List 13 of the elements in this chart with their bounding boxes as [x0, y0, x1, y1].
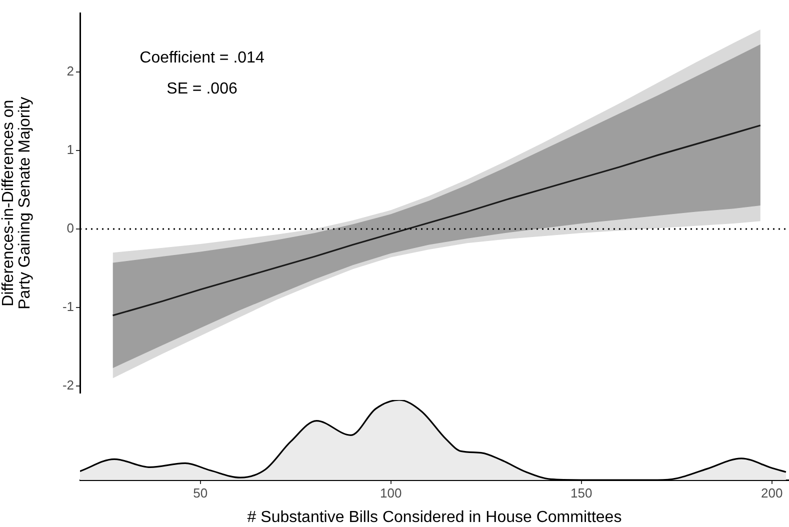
annotation: Coefficient = .014 — [140, 49, 264, 66]
x-axis-title: # Substantive Bills Considered in House Committees — [247, 508, 622, 526]
x-tick-label: 150 — [570, 485, 592, 500]
y-tick-label: -1 — [62, 299, 74, 314]
x-tick-label: 200 — [761, 485, 783, 500]
x-tick-label: 100 — [380, 485, 402, 500]
y-tick-label: -2 — [62, 378, 74, 393]
x-tick-label: 50 — [193, 485, 208, 500]
y-axis-title: Differences-in-Differences on Party Gaining Senate Majority — [0, 96, 34, 310]
y-tick-label: 1 — [66, 142, 74, 158]
y-tick-label: 0 — [66, 220, 74, 236]
y-tick-label: 2 — [66, 63, 74, 78]
annotation: SE = .006 — [166, 80, 238, 98]
